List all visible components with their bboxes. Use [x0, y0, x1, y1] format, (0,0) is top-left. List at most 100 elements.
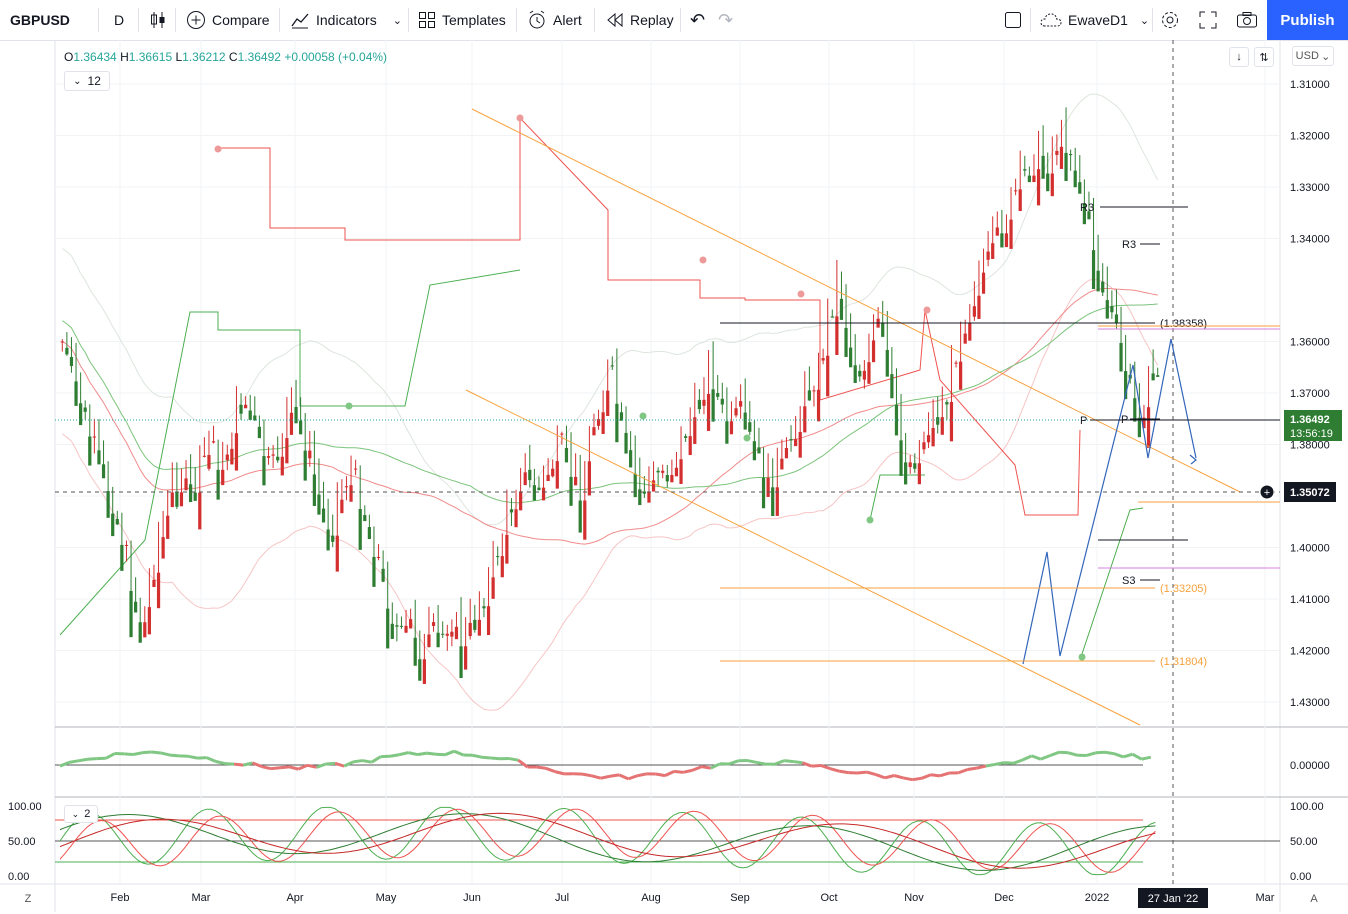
candle-body [546, 474, 550, 482]
osc-line-segment [490, 756, 501, 761]
candle-body [317, 494, 321, 515]
candle-body [766, 477, 770, 497]
redo-icon[interactable]: ↷ [718, 9, 734, 30]
candle-body [908, 462, 912, 468]
chevron-down-icon: ⌄ [71, 808, 80, 819]
osc-line-segment [875, 773, 886, 780]
stoch-collapse-button[interactable]: ⌄ 2 [64, 805, 98, 823]
candle-body [555, 461, 559, 489]
expand-icon[interactable] [1199, 0, 1217, 40]
osc-line-segment [930, 773, 941, 778]
candle-body [789, 439, 793, 441]
x-tick-label: Mar [1256, 892, 1275, 904]
candle-body [711, 389, 715, 422]
layout-button[interactable]: EwaveD1 ⌄ [1040, 0, 1149, 40]
candle-body [697, 399, 701, 410]
candle-body [1156, 375, 1160, 377]
osc-line-segment [921, 773, 932, 780]
candle-body [610, 365, 614, 367]
osc-line-segment [838, 769, 849, 775]
candle-body [92, 436, 96, 438]
osc-line-segment [1122, 752, 1133, 759]
osc-line-segment [206, 756, 217, 763]
settings-gear-icon[interactable] [1160, 0, 1180, 40]
moving-average-green [62, 303, 1158, 504]
y-tick-label: 1.36000 [1290, 337, 1330, 349]
osc-line-segment [169, 753, 180, 758]
level-1-31804-label: (1.31804) [1160, 656, 1207, 668]
osc-line-segment [976, 764, 987, 770]
compare-button[interactable]: Compare [186, 0, 270, 40]
osc-line-segment [68, 759, 79, 764]
osc-line-segment [710, 762, 721, 770]
candles-icon[interactable] [150, 0, 166, 40]
osc-line-segment [674, 769, 684, 774]
candle-body [1069, 154, 1073, 156]
elliott-wave-projection[interactable] [1022, 338, 1197, 665]
candle-body [482, 606, 486, 609]
candle-body [367, 527, 371, 540]
y-tick-label: 1.38000 [1290, 440, 1330, 452]
candle-body [427, 634, 431, 647]
y-tick-label: 1.32000 [1290, 131, 1330, 143]
stoch-y-tick-left: 50.00 [8, 836, 36, 848]
cloud-icon [1040, 13, 1062, 27]
symbol-search-button[interactable]: GBPUSD [10, 12, 70, 28]
stop-reversal-dot [797, 290, 805, 298]
osc-line-segment [1059, 750, 1069, 755]
undo-icon[interactable]: ↶ [690, 9, 706, 30]
channel-upper-line[interactable] [471, 108, 1241, 493]
candle-body [1064, 152, 1068, 181]
candle-body [725, 421, 729, 444]
publish-button[interactable]: Publish [1267, 0, 1348, 40]
add-alert-plus-icon[interactable] [1259, 484, 1275, 500]
candle-body [665, 475, 669, 482]
stop-reversal-dot [923, 306, 931, 314]
maximize-pane-icon[interactable]: ⇅ [1254, 47, 1274, 67]
camera-icon[interactable] [1236, 0, 1258, 40]
y-tick-label: 1.37000 [1290, 388, 1330, 400]
candle-body [871, 340, 876, 363]
channel-lower-line[interactable] [465, 389, 1141, 726]
price-chart[interactable]: 0.00000 100.00 100.00 50.00 50.00 0.00 0.00 1… [0, 40, 1348, 914]
replay-button[interactable]: Replay [606, 0, 674, 40]
candle-body [354, 468, 358, 470]
currency-select[interactable]: USD ⌄ [1292, 46, 1334, 66]
candle-body [1041, 155, 1045, 179]
auto-scale-icon[interactable]: A [1310, 893, 1318, 905]
candle-body [578, 500, 582, 533]
osc-line-segment [105, 752, 116, 760]
candle-body [257, 426, 261, 439]
candle-body [509, 509, 514, 513]
candle-body [97, 450, 101, 465]
add-alert-plus-icon: + [1264, 487, 1270, 499]
y-tick-label: 1.41000 [1290, 594, 1330, 606]
osc-line-segment [893, 774, 904, 780]
candle-body [771, 487, 775, 516]
candle-body [881, 323, 885, 337]
candle-body [954, 362, 958, 364]
osc-line-segment [1086, 751, 1097, 757]
candle-body [280, 456, 284, 476]
candle-body [734, 408, 738, 416]
stop-reversal-dot [866, 516, 874, 524]
candle-body [981, 272, 986, 294]
candle-body [335, 535, 339, 572]
x-tick-label: Nov [904, 892, 924, 904]
candle-body [729, 421, 734, 435]
fullscreen-toggle-icon[interactable] [1004, 0, 1022, 40]
z-icon[interactable]: Z [25, 893, 32, 905]
candle-body [422, 659, 426, 684]
indicators-collapse-button[interactable]: ⌄ 12 [64, 71, 110, 91]
interval-button[interactable]: D [114, 12, 125, 28]
rewind-icon [607, 12, 623, 28]
candle-body [326, 529, 330, 551]
templates-button[interactable]: Templates [418, 0, 506, 40]
osc-line-segment [1031, 754, 1042, 761]
scroll-down-icon[interactable]: ↓ [1229, 47, 1249, 67]
osc-line-segment [957, 768, 969, 775]
indicators-button[interactable]: Indicators ⌄ [290, 0, 402, 40]
osc-line-segment [857, 770, 867, 775]
alert-button[interactable]: Alert [527, 0, 582, 40]
candle-body [413, 637, 417, 666]
